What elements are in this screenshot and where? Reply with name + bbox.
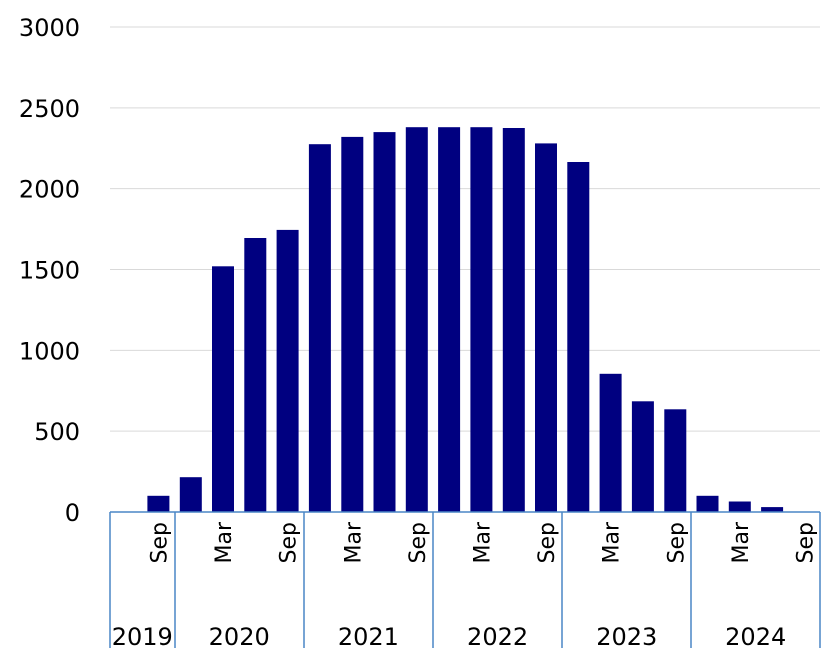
bar-2023-Jun xyxy=(631,401,654,512)
bar-2024-Mar xyxy=(728,501,751,512)
bar-2023-Dec xyxy=(696,495,719,512)
month-label-sep: Sep xyxy=(793,522,818,563)
bar-2022-Mar xyxy=(470,127,493,512)
bar-2020-Sep xyxy=(276,229,299,512)
year-label-2022: 2022 xyxy=(467,623,528,648)
bar-2022-Dec xyxy=(567,162,590,512)
month-label-sep: Sep xyxy=(535,522,560,563)
bar-2022-Jun xyxy=(502,128,525,512)
y-tick-label: 0 xyxy=(65,499,80,527)
month-label-sep: Sep xyxy=(277,522,302,563)
month-label-sep: Sep xyxy=(147,522,172,563)
bar-2024-Jun xyxy=(761,507,784,512)
bar-2023-Mar xyxy=(599,373,622,512)
bar-2021-Dec xyxy=(438,127,461,512)
y-tick-label: 500 xyxy=(34,418,80,446)
y-tick-label: 2000 xyxy=(19,176,80,204)
bar-2020-Jun xyxy=(244,238,267,512)
x-axis: 2019 2020 2021 2022 2023 2024 Sep Mar Sep Mar Sep M… xyxy=(109,511,821,648)
bar-2020-Dec xyxy=(308,144,331,512)
bar-2023-Sep xyxy=(664,409,687,512)
year-label-2023: 2023 xyxy=(596,623,657,648)
y-tick-label: 1500 xyxy=(19,257,80,285)
bar-2020-Mar xyxy=(212,266,234,512)
month-label-sep: Sep xyxy=(406,522,431,563)
year-label-2024: 2024 xyxy=(725,623,786,648)
bars xyxy=(147,127,784,512)
bar-2021-Jun xyxy=(373,132,396,512)
month-label-mar: Mar xyxy=(212,521,237,563)
year-label-2020: 2020 xyxy=(209,623,270,648)
y-axis-ticks: 0 500 1000 1500 2000 2500 3000 xyxy=(19,14,80,527)
month-label-mar: Mar xyxy=(341,521,366,563)
year-label-2019: 2019 xyxy=(112,623,173,648)
bar-2022-Sep xyxy=(535,143,557,512)
y-tick-label: 3000 xyxy=(19,14,80,42)
bar-2021-Sep xyxy=(405,127,428,512)
month-label-sep: Sep xyxy=(664,522,689,563)
y-tick-label: 1000 xyxy=(19,337,80,365)
month-label-mar: Mar xyxy=(729,521,754,563)
bar-2021-Mar xyxy=(341,136,364,512)
month-label-mar: Mar xyxy=(600,521,625,563)
bar-2019-Dec xyxy=(179,477,202,512)
bar-2019-Sep xyxy=(147,495,170,512)
y-tick-label: 2500 xyxy=(19,95,80,123)
year-label-2021: 2021 xyxy=(338,623,399,648)
month-label-mar: Mar xyxy=(470,521,495,563)
